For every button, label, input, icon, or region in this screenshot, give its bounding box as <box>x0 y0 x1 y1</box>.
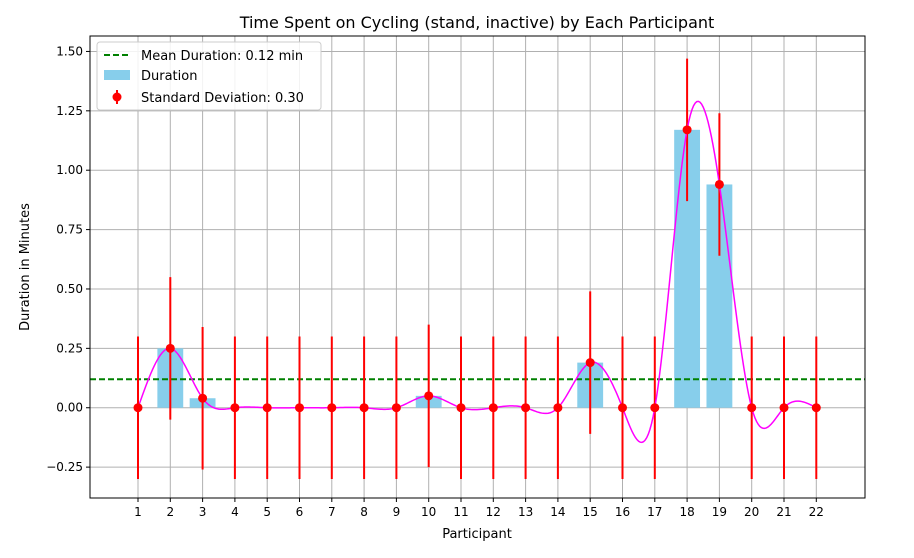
legend-bar-label: Duration <box>141 69 197 84</box>
x-tick-label: 3 <box>199 505 207 519</box>
legend-bar-swatch <box>104 70 130 80</box>
x-tick-label: 10 <box>421 505 436 519</box>
data-point <box>391 403 401 413</box>
x-tick-label: 13 <box>518 505 533 519</box>
legend: Mean Duration: 0.12 min Duration Standar… <box>96 41 322 111</box>
y-tick-label: 1.00 <box>56 163 83 177</box>
chart-title: Time Spent on Cycling (stand, inactive) … <box>239 13 715 32</box>
x-tick-label: 11 <box>453 505 468 519</box>
x-tick-label: 2 <box>166 505 174 519</box>
data-point <box>682 125 692 135</box>
plot-frame <box>89 35 866 499</box>
data-point <box>230 403 240 413</box>
y-tick-label: 0.00 <box>56 401 83 415</box>
x-tick-label: 1 <box>134 505 142 519</box>
x-tick-label: 19 <box>712 505 727 519</box>
data-point <box>714 179 724 189</box>
x-tick-label: 16 <box>615 505 630 519</box>
data-point <box>424 391 434 401</box>
data-point <box>456 403 466 413</box>
legend-error-label: Standard Deviation: 0.30 <box>141 91 304 106</box>
data-point <box>779 403 789 413</box>
y-tick-label: −0.25 <box>46 460 83 474</box>
y-tick-label: 1.50 <box>56 44 83 58</box>
x-tick-label: 6 <box>296 505 304 519</box>
data-point <box>618 403 627 413</box>
x-tick-label: 5 <box>263 505 271 519</box>
data-point <box>553 403 563 413</box>
data-point <box>295 403 304 413</box>
smooth-line <box>137 100 817 444</box>
x-tick-label: 12 <box>486 505 501 519</box>
data-point <box>327 403 337 413</box>
x-axis-label: Participant <box>442 527 512 542</box>
x-tick-label: 20 <box>744 505 759 519</box>
data-point <box>165 343 175 353</box>
data-point <box>198 393 208 403</box>
x-tick-label: 17 <box>647 505 662 519</box>
y-axis: −0.25 0.00 0.25 0.50 0.75 1.00 1.25 1.50 <box>46 44 90 474</box>
y-axis-label: Duration in Minutes <box>18 203 33 331</box>
x-tick-label: 14 <box>550 505 565 519</box>
data-point <box>262 403 272 413</box>
data-point <box>650 403 660 413</box>
x-tick-label: 21 <box>776 505 791 519</box>
data-point <box>359 403 369 413</box>
x-tick-label: 9 <box>393 505 401 519</box>
x-tick-label: 18 <box>679 505 694 519</box>
data-point <box>585 358 595 368</box>
x-tick-label: 8 <box>360 505 368 519</box>
legend-error-swatch-marker <box>112 92 122 102</box>
data-point <box>811 403 821 413</box>
data-points <box>133 125 821 413</box>
x-tick-label: 4 <box>231 505 239 519</box>
y-tick-label: 0.75 <box>56 223 83 237</box>
data-point <box>521 403 531 413</box>
data-point <box>133 403 143 413</box>
plot-area <box>90 36 865 498</box>
y-tick-label: 1.25 <box>56 104 83 118</box>
data-point <box>747 403 757 413</box>
data-point <box>488 403 498 413</box>
legend-box <box>96 41 322 111</box>
x-tick-label: 22 <box>809 505 824 519</box>
y-tick-label: 0.25 <box>56 341 83 355</box>
x-tick-label: 7 <box>328 505 336 519</box>
x-tick-label: 15 <box>583 505 598 519</box>
legend-mean-label: Mean Duration: 0.12 min <box>141 49 303 64</box>
y-tick-label: 0.50 <box>56 282 83 296</box>
x-axis: 1 2 3 4 5 6 7 8 9 10 11 12 13 14 15 16 17 18 19 20 21 22 <box>134 498 824 519</box>
